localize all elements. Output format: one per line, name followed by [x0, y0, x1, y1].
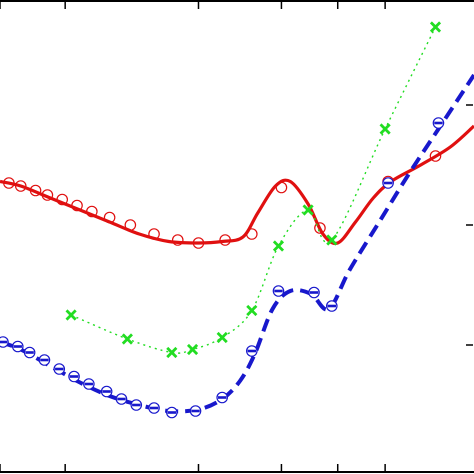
- series-1-point-11: [171, 234, 184, 246]
- series-2-point-5-stroke-b: [216, 331, 228, 344]
- series-2-line: [70, 26, 437, 354]
- series-1: [0, 124, 474, 249]
- series-1-point-9: [124, 219, 137, 231]
- series-3: [0, 73, 474, 419]
- series-2-point-2-stroke-b: [121, 333, 133, 345]
- series-2-point-7: [272, 240, 285, 252]
- series-2-point-6: [246, 304, 258, 317]
- series-layer: [0, 21, 474, 419]
- series-2-point-3-stroke-b: [166, 346, 178, 359]
- series-1-point-3: [29, 184, 42, 197]
- series-1-point-2: [14, 180, 27, 192]
- series-2-point-5: [216, 331, 228, 344]
- series-1-point-1: [3, 177, 15, 189]
- series-1-point-12: [192, 237, 205, 249]
- series-2: [65, 21, 442, 359]
- series-1-point-18: [429, 150, 442, 162]
- series-1-point-8: [103, 211, 116, 224]
- series-1-point-15: [275, 181, 288, 194]
- series-1-point-16: [314, 222, 326, 234]
- series-1-point-4: [41, 189, 54, 201]
- series-1-point-5: [56, 193, 69, 206]
- series-2-point-8: [302, 204, 314, 216]
- series-1-point-7: [86, 205, 98, 218]
- series-3-line: [0, 73, 474, 414]
- series-1-point-14: [246, 228, 258, 240]
- series-2-point-4-stroke-b: [186, 343, 199, 356]
- series-1-point-10: [148, 228, 160, 240]
- series-2-point-10-stroke-b: [379, 123, 391, 135]
- series-2-point-7-stroke-b: [272, 240, 285, 252]
- series-2-point-10: [379, 123, 391, 135]
- series-2-point-11: [429, 21, 442, 33]
- series-2-point-3: [166, 346, 178, 359]
- series-2-point-6-stroke-b: [246, 304, 258, 317]
- series-2-point-1: [65, 309, 77, 321]
- series-2-point-11-stroke-b: [429, 21, 442, 33]
- series-2-point-4: [186, 343, 199, 356]
- series-2-point-2: [121, 333, 133, 345]
- series-2-point-9: [326, 234, 338, 246]
- series-2-point-8-stroke-b: [302, 204, 314, 216]
- series-2-point-9-stroke-b: [326, 234, 338, 246]
- series-1-point-13: [219, 234, 231, 246]
- series-2-point-1-stroke-b: [65, 309, 77, 321]
- series-1-point-6: [71, 199, 83, 212]
